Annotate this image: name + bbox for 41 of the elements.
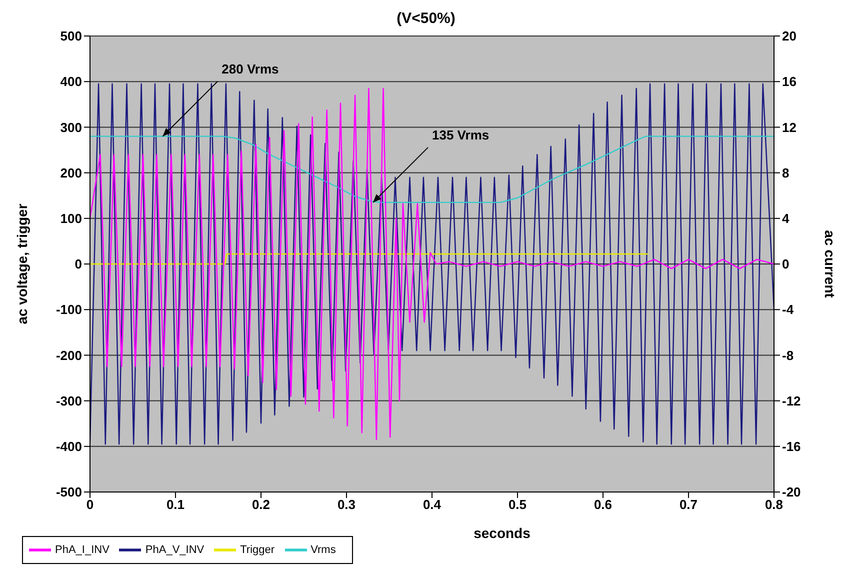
y-tick-label: -200 — [56, 348, 82, 363]
chart-title: (V<50%) — [396, 10, 456, 27]
y-tick-label: 0 — [74, 256, 82, 272]
x-tick-label: 0.5 — [508, 497, 527, 512]
x-tick-label: 0.3 — [337, 497, 356, 512]
x-tick-label: 0.7 — [679, 497, 698, 512]
legend-label: PhA_I_INV — [55, 544, 110, 556]
annotation: 280 Vrms — [222, 61, 279, 76]
y-tick-label: 300 — [60, 120, 82, 135]
legend-label: Vrms — [310, 544, 336, 556]
annotation: 135 Vrms — [432, 127, 490, 142]
y2-tick-label: -12 — [782, 393, 801, 408]
x-tick-label: 0.2 — [252, 497, 270, 512]
y2-tick-label: 8 — [782, 165, 790, 180]
y2-tick-label: 20 — [782, 28, 796, 44]
y-tick-label: -500 — [56, 484, 82, 500]
y-axis-title: ac voltage, trigger — [14, 203, 30, 324]
x-axis-title: seconds — [474, 525, 531, 541]
legend-label: Trigger — [240, 544, 275, 556]
y-tick-label: 200 — [60, 165, 82, 180]
x-tick-label: 0.4 — [422, 497, 442, 512]
y-tick-label: 400 — [60, 74, 82, 90]
x-tick-label: 0.8 — [764, 497, 784, 512]
legend-label: PhA_V_INV — [145, 544, 204, 556]
y-tick-label: 100 — [60, 211, 82, 226]
x-tick-label: 0 — [86, 497, 94, 512]
y2-axis-title: ac current — [822, 230, 838, 298]
y2-tick-label: 16 — [782, 74, 796, 90]
y2-tick-label: -8 — [782, 348, 794, 363]
y-tick-label: -100 — [56, 302, 82, 318]
y2-tick-label: -16 — [782, 439, 801, 454]
y2-tick-label: 0 — [782, 256, 790, 272]
y-tick-label: 500 — [60, 28, 82, 44]
y2-tick-label: -4 — [782, 302, 794, 318]
x-tick-label: 0.1 — [166, 497, 185, 512]
y-tick-label: -400 — [56, 439, 82, 454]
y2-tick-label: 4 — [782, 211, 790, 226]
y-tick-label: -300 — [56, 393, 82, 408]
x-tick-label: 0.6 — [594, 497, 612, 512]
y2-tick-label: -20 — [782, 484, 801, 500]
y2-tick-label: 12 — [782, 120, 796, 135]
